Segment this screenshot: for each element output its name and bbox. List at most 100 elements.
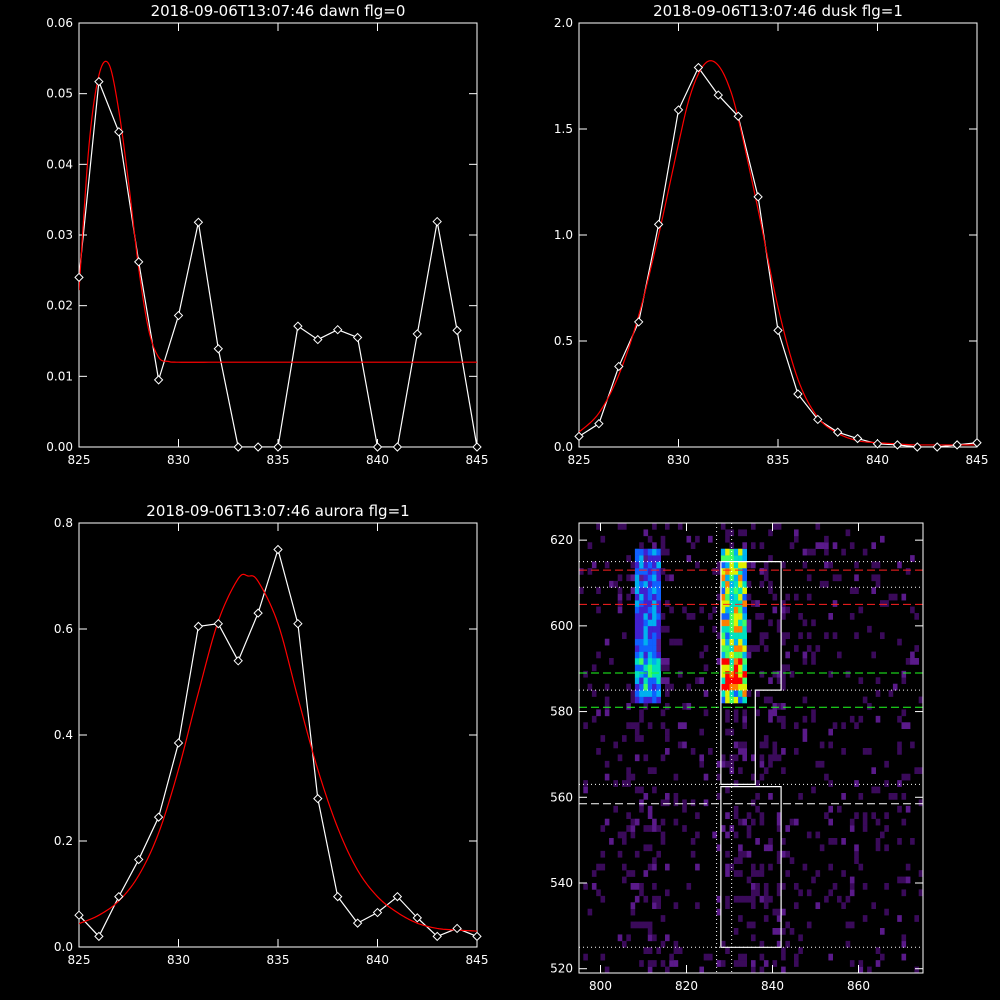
heatmap-cell [781, 722, 786, 730]
heatmap-cell [725, 658, 730, 665]
heatmap-cell [892, 683, 898, 691]
heatmap-cell [738, 677, 743, 685]
heatmap-cell [652, 683, 657, 691]
heatmap-cell [738, 568, 743, 575]
heatmap-cell [682, 741, 687, 749]
heatmap-cell [901, 670, 907, 678]
heatmap-cell [738, 670, 743, 678]
heatmap-cell [798, 632, 803, 640]
heatmap-cell [583, 786, 588, 794]
heatmap-cell [665, 799, 670, 807]
heatmap-cell [905, 773, 911, 781]
heatmap-cell [789, 857, 795, 865]
data-point-marker [472, 931, 482, 942]
heatmap-cell [746, 619, 752, 627]
plot-frame [578, 522, 924, 974]
heatmap-cell [742, 709, 747, 717]
heatmap-cell [901, 722, 907, 730]
chart-title: 2018-09-06T13:07:46 dusk flg=1 [653, 2, 903, 20]
heatmap-cell [738, 857, 743, 865]
heatmap-cell [729, 619, 735, 627]
heatmap-cell [639, 960, 644, 967]
heatmap-cell [729, 767, 735, 775]
y-tick-label: 620 [550, 533, 573, 547]
data-point-marker [372, 442, 383, 452]
heatmap-cell [720, 625, 726, 633]
heatmap-cell [656, 645, 661, 652]
heatmap-cell [738, 574, 743, 582]
heatmap-cell [849, 818, 855, 826]
heatmap-cell [781, 947, 786, 955]
heatmap-cell [656, 651, 661, 659]
heatmap-cell [772, 670, 778, 678]
heatmap-cell [725, 645, 730, 652]
heatmap-cell [626, 767, 631, 775]
heatmap-cell [634, 786, 640, 794]
heatmap-cell [647, 921, 653, 929]
heatmap-cell [798, 947, 803, 955]
heatmap-cell [708, 613, 713, 620]
heatmap-cell [729, 760, 735, 768]
heatmap-cell [888, 593, 894, 601]
data-point-marker [74, 910, 84, 920]
heatmap-cell [871, 902, 876, 910]
heatmap-cell [634, 593, 640, 601]
heatmap-cell [768, 844, 773, 852]
heatmap-cell [660, 831, 666, 839]
heatmap-cell [686, 555, 692, 562]
heatmap-cell [639, 715, 644, 723]
data-line [79, 547, 477, 938]
heatmap-cell [720, 696, 726, 704]
data-point-marker [233, 442, 243, 452]
y-tick-label: 0.01 [46, 369, 73, 383]
chart-panel-1: 2018-09-06T13:07:46 dawn flg=0 825 830 835 8… [46, 2, 488, 467]
data-point-marker [213, 618, 224, 629]
heatmap-cell [712, 831, 717, 839]
heatmap-cell [781, 600, 786, 607]
heatmap-cell [802, 651, 808, 659]
chart-panel-2: 2018-09-06T13:07:46 dusk flg=1 825 830 835 8… [554, 2, 989, 467]
heatmap-cell [759, 613, 765, 620]
heatmap-cell [617, 523, 623, 530]
heatmap-cell [746, 690, 752, 697]
heatmap-cell [652, 651, 657, 659]
heatmap-cell [699, 651, 704, 659]
heatmap-cell [815, 542, 821, 550]
data-point-marker [293, 618, 303, 629]
heatmap-cell [867, 966, 872, 974]
heatmap-cell [802, 696, 808, 704]
heatmap-cell [794, 535, 799, 543]
heatmap-cell [742, 748, 747, 755]
heatmap-cell [695, 863, 700, 871]
heatmap-cell [785, 940, 790, 948]
heatmap-cell [660, 838, 666, 845]
heatmap-cell [613, 741, 618, 749]
heatmap-cell [725, 561, 730, 569]
heatmap-cell [759, 670, 765, 678]
heatmap-cell [652, 548, 657, 556]
heatmap-cell [901, 593, 907, 601]
heatmap-cell [720, 760, 726, 768]
heatmap-cell [785, 651, 790, 659]
heatmap-cell [811, 715, 816, 723]
heatmap-cell [712, 625, 717, 633]
heatmap-cell [643, 561, 649, 569]
heatmap-cell [871, 786, 876, 794]
heatmap-cell [656, 895, 661, 903]
heatmap-cell [725, 947, 730, 955]
heatmap-cell [875, 561, 881, 569]
y-tick-label: 0.6 [54, 622, 73, 636]
heatmap-cell [763, 574, 769, 582]
heatmap-cell [643, 677, 649, 685]
heatmap-cell [639, 600, 644, 607]
heatmap-cell [776, 915, 782, 922]
data-point-marker [693, 62, 704, 73]
heatmap-cell [763, 568, 769, 575]
heatmap-cell [609, 580, 614, 588]
heatmap-cell [652, 863, 657, 871]
heatmap-cell [733, 619, 739, 627]
heatmap-cell [579, 568, 584, 575]
heatmap-cell [725, 870, 730, 877]
heatmap-cell [738, 638, 743, 646]
heatmap-cell [690, 850, 696, 858]
